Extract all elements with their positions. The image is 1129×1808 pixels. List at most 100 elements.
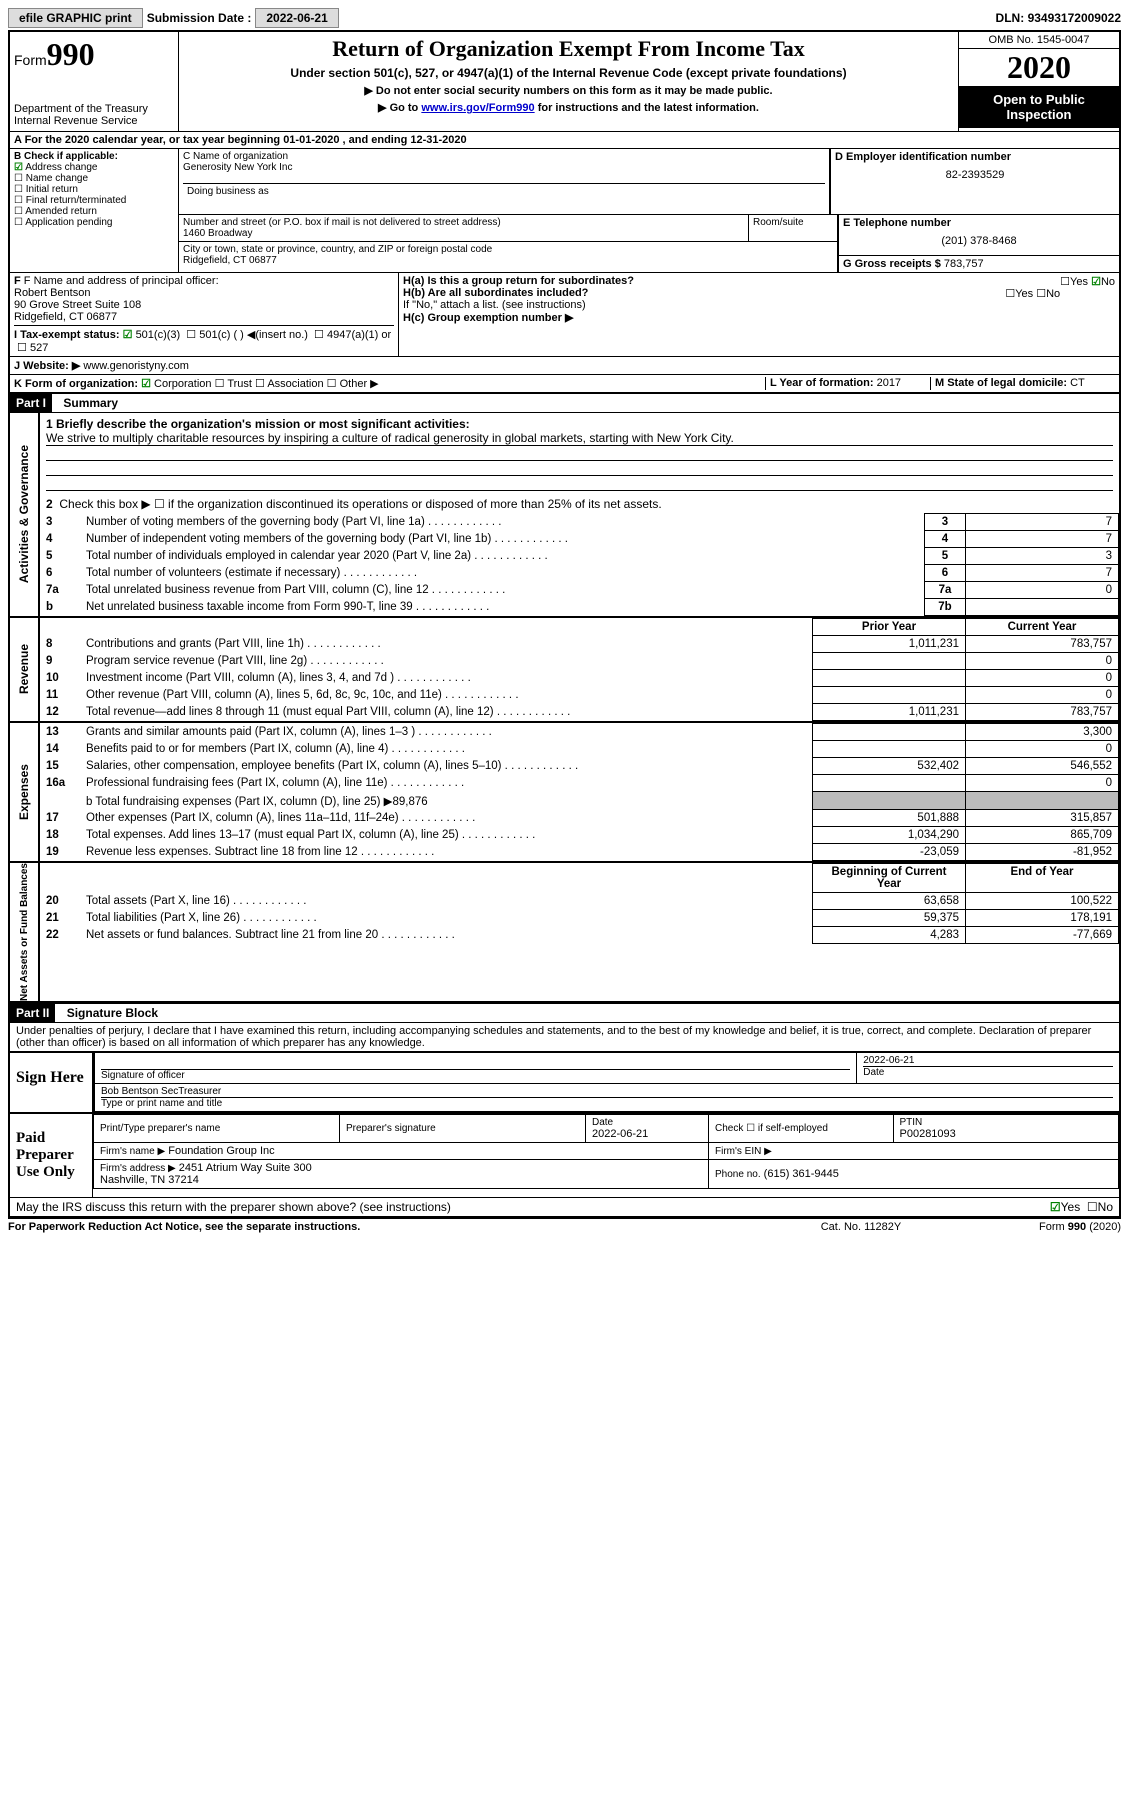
section-netassets: Net Assets or Fund Balances Beginning of… bbox=[10, 863, 1119, 1003]
org-name: Generosity New York Inc bbox=[183, 162, 825, 173]
i-opt-2: 4947(a)(1) or bbox=[327, 329, 391, 341]
firm-name-label: Firm's name ▶ bbox=[100, 1146, 165, 1157]
public-inspection: Open to Public Inspection bbox=[959, 86, 1119, 128]
part2-title: Signature Block bbox=[59, 1006, 158, 1020]
sign-here-label: Sign Here bbox=[10, 1053, 93, 1112]
table-row: 7aTotal unrelated business revenue from … bbox=[40, 582, 1119, 599]
f-label: F Name and address of principal officer: bbox=[24, 275, 219, 287]
i-opt-0: 501(c)(3) bbox=[136, 329, 181, 341]
l16b: b Total fundraising expenses (Part IX, c… bbox=[80, 792, 813, 810]
head-current: Current Year bbox=[966, 619, 1119, 636]
dba-label: Doing business as bbox=[187, 186, 269, 197]
head-begin: Beginning of Current Year bbox=[813, 864, 966, 893]
ha-yes: Yes bbox=[1070, 276, 1088, 288]
prep-phone: (615) 361-9445 bbox=[764, 1168, 839, 1180]
firm-addr2: Nashville, TN 37214 bbox=[100, 1174, 199, 1186]
sig-date: 2022-06-21 bbox=[863, 1055, 1113, 1066]
hb-yes: Yes bbox=[1015, 288, 1033, 300]
prep-date: 2022-06-21 bbox=[592, 1128, 702, 1140]
dln-label: DLN: bbox=[996, 11, 1025, 25]
side-revenue: Revenue bbox=[17, 644, 31, 694]
identity-block: B Check if applicable: ☑ Address change☐… bbox=[10, 149, 1119, 273]
c-name-label: C Name of organization bbox=[183, 151, 825, 162]
section-governance: Activities & Governance 1 Briefly descri… bbox=[10, 413, 1119, 618]
table-row: 3Number of voting members of the governi… bbox=[40, 514, 1119, 531]
submission-date-value: 2022-06-21 bbox=[255, 8, 338, 28]
i-label: I Tax-exempt status: bbox=[14, 329, 120, 341]
website-value: www.genoristyny.com bbox=[83, 360, 189, 372]
netassets-table: Beginning of Current Year End of Year 20… bbox=[40, 863, 1119, 944]
omb-number: OMB No. 1545-0047 bbox=[959, 32, 1119, 49]
note-link-pre: ▶ Go to bbox=[378, 102, 421, 114]
head-prior: Prior Year bbox=[813, 619, 966, 636]
k-opt-3: Other ▶ bbox=[340, 378, 379, 390]
form-header: Form990 Department of the Treasury Inter… bbox=[10, 32, 1119, 132]
side-governance: Activities & Governance bbox=[17, 445, 31, 583]
firm-addr1: 2451 Atrium Way Suite 300 bbox=[179, 1162, 312, 1174]
table-row: 21Total liabilities (Part X, line 26)59,… bbox=[40, 910, 1119, 927]
officer-name: Robert Bentson bbox=[14, 287, 394, 299]
checkbox-item[interactable]: ☐ Amended return bbox=[14, 206, 174, 217]
preparer-table: Print/Type preparer's name Preparer's si… bbox=[93, 1114, 1119, 1189]
form-number: 990 bbox=[47, 36, 95, 72]
sig-date-label: Date bbox=[863, 1066, 1113, 1078]
col-b-checkboxes: B Check if applicable: ☑ Address change☐… bbox=[10, 149, 179, 272]
j-label: J Website: ▶ bbox=[14, 360, 80, 372]
city-label: City or town, state or province, country… bbox=[183, 244, 833, 255]
l-label: L Year of formation: bbox=[770, 377, 874, 389]
hb-no: No bbox=[1046, 288, 1060, 300]
section-expenses: Expenses 13Grants and similar amounts pa… bbox=[10, 723, 1119, 863]
row-a-tax-year: A For the 2020 calendar year, or tax yea… bbox=[10, 132, 1119, 149]
table-row: 19Revenue less expenses. Subtract line 1… bbox=[40, 844, 1119, 861]
side-expenses: Expenses bbox=[17, 764, 31, 820]
side-netassets: Net Assets or Fund Balances bbox=[19, 863, 30, 1001]
form-title: Return of Organization Exempt From Incom… bbox=[187, 36, 950, 62]
table-row: 14Benefits paid to or for members (Part … bbox=[40, 741, 1119, 758]
part2-header: Part II bbox=[10, 1004, 55, 1022]
table-row: bNet unrelated business taxable income f… bbox=[40, 599, 1119, 616]
expenses-table: 13Grants and similar amounts paid (Part … bbox=[40, 723, 1119, 861]
preparer-section: Paid Preparer Use Only Print/Type prepar… bbox=[10, 1112, 1119, 1197]
table-row: 22Net assets or fund balances. Subtract … bbox=[40, 927, 1119, 944]
efile-print-button[interactable]: efile GRAPHIC print bbox=[8, 8, 143, 28]
hc-label: H(c) Group exemption number ▶ bbox=[403, 311, 1115, 324]
m-value: CT bbox=[1070, 377, 1085, 389]
checkbox-item[interactable]: ☐ Initial return bbox=[14, 184, 174, 195]
firm-ein-label: Firm's EIN ▶ bbox=[715, 1146, 772, 1157]
governance-table: 3Number of voting members of the governi… bbox=[40, 513, 1119, 616]
officer-addr1: 90 Grove Street Suite 108 bbox=[14, 299, 394, 311]
prep-h2: Preparer's signature bbox=[346, 1123, 579, 1134]
cat-number: Cat. No. 11282Y bbox=[761, 1221, 961, 1233]
table-row: 20Total assets (Part X, line 16)63,65810… bbox=[40, 893, 1119, 910]
ptin-value: P00281093 bbox=[900, 1128, 1113, 1140]
hb-note: If "No," attach a list. (see instruction… bbox=[403, 299, 1115, 311]
table-row: 5Total number of individuals employed in… bbox=[40, 548, 1119, 565]
footer: For Paperwork Reduction Act Notice, see … bbox=[8, 1218, 1121, 1233]
checkbox-item[interactable]: ☐ Final return/terminated bbox=[14, 195, 174, 206]
k-opt-2: Association bbox=[267, 378, 323, 390]
table-row: 12Total revenue—add lines 8 through 11 (… bbox=[40, 704, 1119, 721]
k-label: K Form of organization: bbox=[14, 378, 138, 390]
form-subtitle: Under section 501(c), 527, or 4947(a)(1)… bbox=[187, 66, 950, 80]
checkbox-item[interactable]: ☐ Application pending bbox=[14, 217, 174, 228]
section-revenue: Revenue Prior Year Current Year 8Contrib… bbox=[10, 618, 1119, 723]
firm-addr-label: Firm's address ▶ bbox=[100, 1163, 176, 1174]
checkbox-item[interactable]: ☑ Address change bbox=[14, 162, 174, 173]
submission-date-label: Submission Date : bbox=[147, 11, 252, 25]
prep-selfemp: Check ☐ if self-employed bbox=[715, 1123, 887, 1134]
ptin-label: PTIN bbox=[900, 1117, 1113, 1128]
top-bar: efile GRAPHIC print Submission Date : 20… bbox=[8, 8, 1121, 28]
table-row: 4Number of independent voting members of… bbox=[40, 531, 1119, 548]
discuss-yes: Yes bbox=[1061, 1200, 1081, 1214]
checkbox-item[interactable]: ☐ Name change bbox=[14, 173, 174, 184]
instructions-link[interactable]: www.irs.gov/Form990 bbox=[421, 102, 534, 114]
table-row: 9Program service revenue (Part VIII, lin… bbox=[40, 653, 1119, 670]
ein-label: D Employer identification number bbox=[835, 151, 1115, 163]
i-opt-1: 501(c) ( ) ◀(insert no.) bbox=[199, 329, 308, 341]
irs-label: Internal Revenue Service bbox=[14, 115, 174, 127]
prep-date-label: Date bbox=[592, 1117, 702, 1128]
note-link-post: for instructions and the latest informat… bbox=[535, 102, 759, 114]
table-row: 17Other expenses (Part IX, column (A), l… bbox=[40, 810, 1119, 827]
street-label: Number and street (or P.O. box if mail i… bbox=[183, 217, 744, 228]
officer-printed-name: Bob Bentson SecTreasurer bbox=[101, 1086, 1113, 1097]
